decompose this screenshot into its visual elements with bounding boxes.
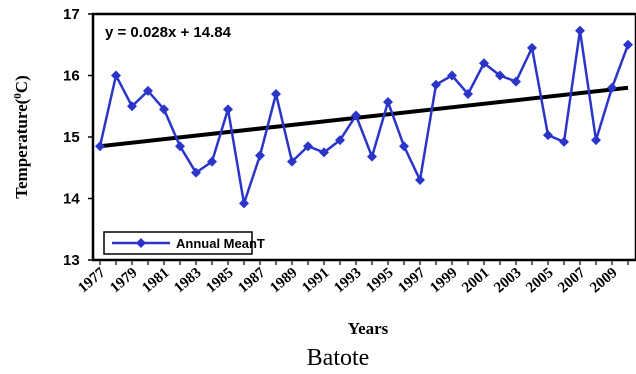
x-tick-label: 1983 [171, 265, 204, 297]
data-point-1992 [335, 135, 345, 146]
x-axis-label: Years [348, 319, 389, 338]
data-point-2006 [559, 136, 569, 147]
x-tick-label: 2009 [587, 265, 620, 297]
data-point-2010 [623, 39, 633, 50]
series-line-annual-meant [98, 30, 630, 204]
x-tick-label: 1997 [395, 264, 429, 296]
data-point-2003 [511, 76, 521, 87]
data-point-2009 [607, 82, 617, 93]
x-tick-label: 1981 [139, 265, 172, 297]
data-point-1999 [447, 70, 457, 81]
x-axis-ticks: 1977197919811983198519871989199119931995… [75, 260, 629, 297]
data-point-1982 [175, 141, 185, 152]
data-point-1979 [127, 101, 137, 112]
data-point-1984 [207, 156, 217, 167]
data-point-1989 [287, 156, 297, 167]
data-point-1998 [431, 79, 441, 90]
data-point-1985 [223, 104, 233, 115]
x-tick-label: 1979 [107, 265, 140, 297]
x-tick-label: 2003 [491, 265, 524, 297]
data-point-1977 [95, 141, 105, 152]
x-tick-label: 1987 [235, 264, 269, 296]
data-point-1987 [255, 150, 265, 161]
x-tick-label: 2001 [459, 265, 492, 297]
data-point-2005 [543, 130, 553, 141]
x-tick-label: 1989 [267, 265, 300, 297]
x-tick-label: 1985 [203, 265, 236, 297]
y-axis-ticks: 13 14 15 16 17 [63, 6, 93, 269]
y-tick-label: 13 [63, 252, 80, 269]
legend-label: Annual MeanT [176, 236, 265, 251]
x-tick-label: 1999 [427, 265, 460, 297]
data-point-1988 [271, 88, 281, 99]
x-tick-label: 1995 [363, 265, 396, 297]
data-point-2002 [495, 70, 505, 81]
data-point-1978 [111, 70, 121, 81]
figure-caption: Batote [307, 345, 370, 371]
x-tick-label: 1993 [331, 265, 364, 297]
data-point-1990 [303, 141, 313, 152]
legend-box [103, 231, 253, 255]
y-tick-label: 15 [63, 129, 80, 146]
y-axis-label: Temperature(0C) [12, 75, 31, 199]
data-point-1981 [159, 104, 169, 115]
data-point-2004 [527, 42, 537, 53]
data-point-2001 [479, 58, 489, 69]
trend-equation: y = 0.028x + 14.84 [105, 24, 232, 41]
series-markers [95, 25, 633, 209]
x-tick-label: 1991 [299, 265, 332, 297]
data-point-2008 [591, 135, 601, 146]
y-tick-label: 16 [63, 68, 80, 85]
x-tick-label: 2005 [523, 265, 556, 297]
data-point-1997 [415, 175, 425, 186]
data-point-1986 [239, 198, 249, 209]
data-point-2000 [463, 88, 473, 99]
data-point-1980 [143, 85, 153, 96]
x-tick-label: 2007 [555, 264, 589, 296]
data-point-1996 [399, 141, 409, 152]
legend-marker [136, 238, 146, 248]
data-point-1995 [383, 96, 393, 107]
legend: Annual MeanT [103, 231, 265, 255]
data-point-1983 [191, 167, 201, 178]
x-tick-label: 1977 [75, 264, 109, 296]
y-tick-label: 14 [63, 191, 80, 208]
y-tick-label: 17 [63, 6, 80, 23]
data-point-1991 [319, 147, 329, 158]
data-point-2007 [575, 25, 585, 36]
data-point-1994 [367, 151, 377, 162]
data-point-1993 [351, 110, 361, 121]
